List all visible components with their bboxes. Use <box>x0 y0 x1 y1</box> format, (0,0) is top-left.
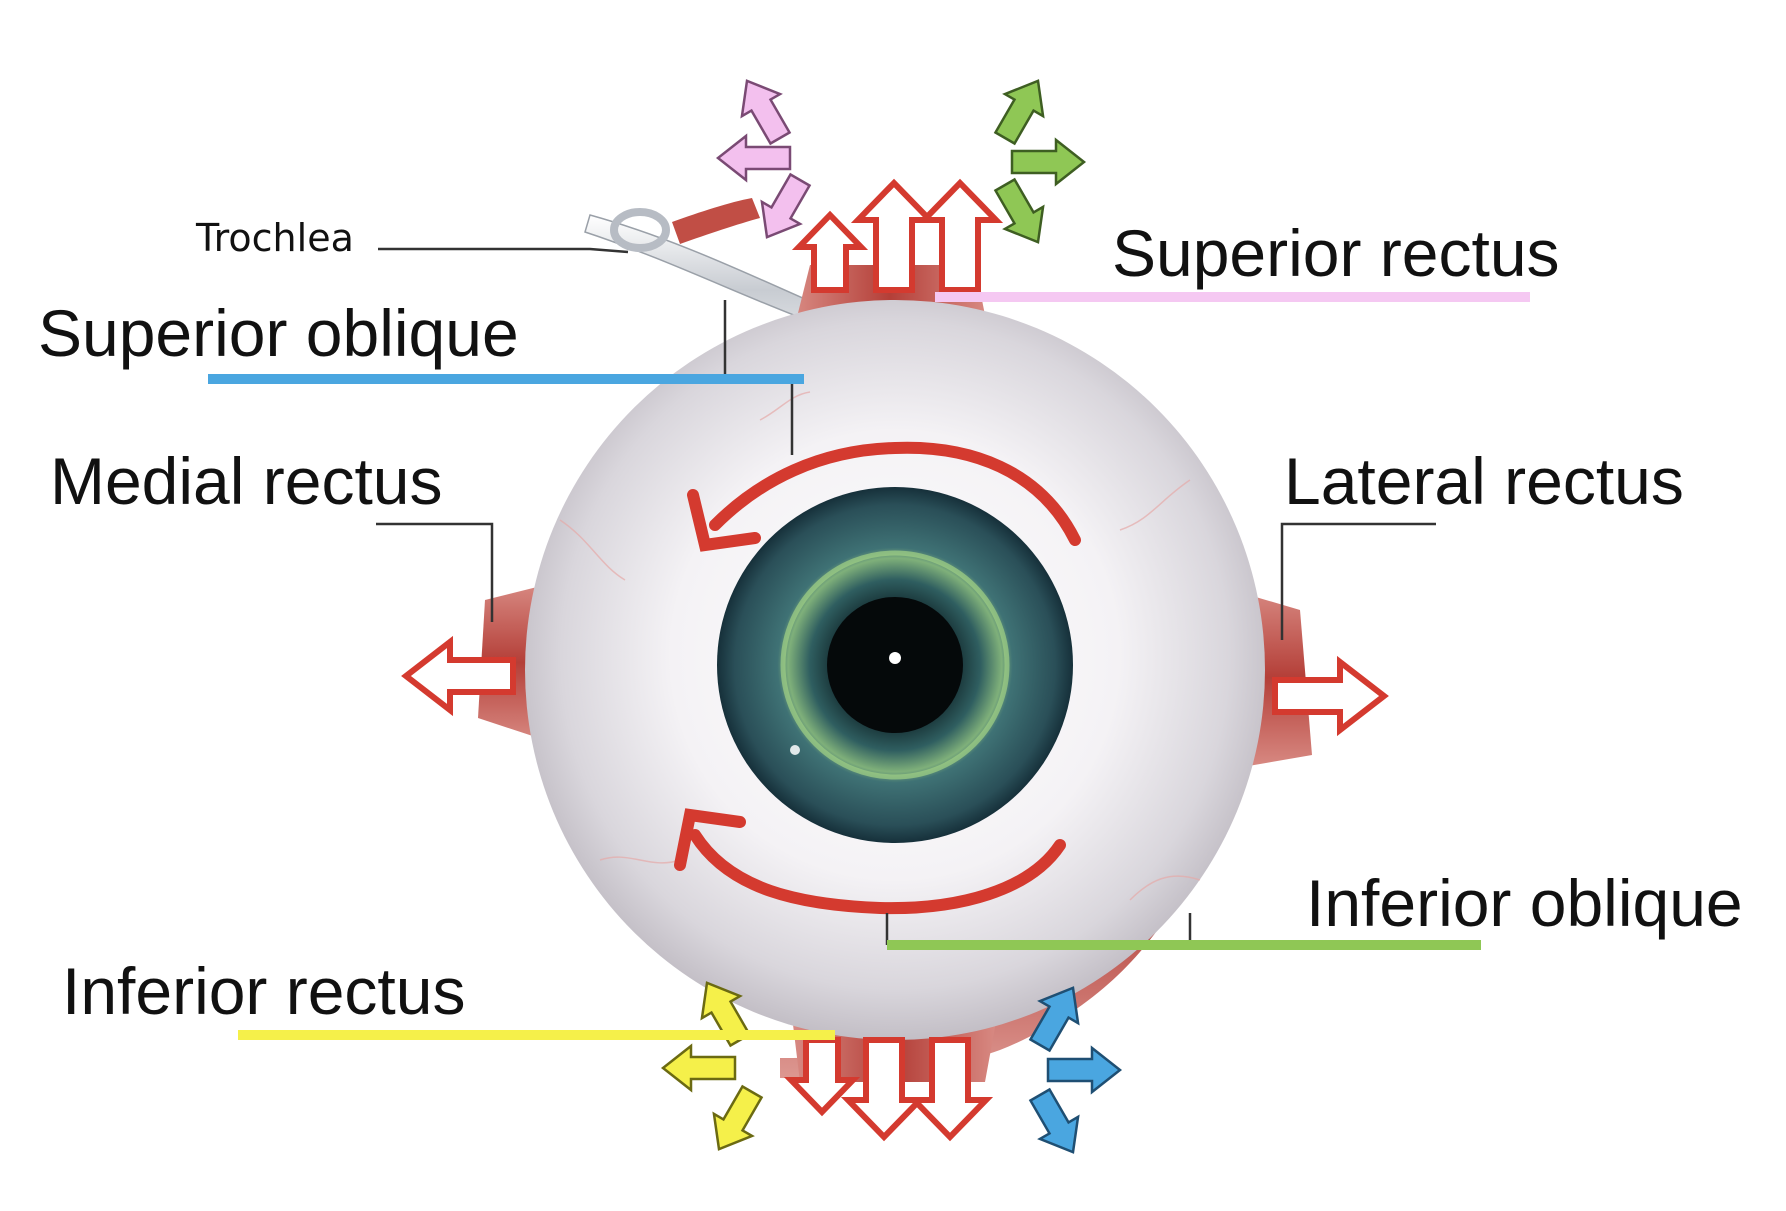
medial-rectus-leader <box>376 522 494 622</box>
superior-rectus-action-arrows <box>715 79 812 239</box>
inferior-oblique-action-arrows <box>993 79 1087 244</box>
lower-rotation-arc <box>689 829 1066 915</box>
pupil-highlight <box>889 652 901 664</box>
superior-oblique-bar <box>208 374 804 384</box>
lower-arc-arrowhead <box>674 808 746 871</box>
down-arrow-1 <box>783 1037 861 1117</box>
rotation-arrows <box>689 441 1081 915</box>
yellow-arrow-up <box>700 981 752 1048</box>
upper-rotation-arc <box>709 441 1081 546</box>
pink-arrow-down <box>760 172 812 239</box>
inferior-rectus-bar <box>238 1030 835 1040</box>
blue-arrow-down <box>1028 1087 1080 1154</box>
yellow-arrow-down <box>712 1084 764 1151</box>
yellow-arrow-left <box>660 1043 737 1093</box>
up-arrow-2 <box>850 178 938 293</box>
down-arrow-3 <box>906 1037 994 1142</box>
superior-oblique-belly <box>672 198 760 244</box>
rotation-arrowheads <box>674 489 761 871</box>
pink-arrow-left <box>715 133 792 183</box>
inferior-rectus-label: Inferior rectus <box>62 954 466 1028</box>
blue-arrow-up <box>1028 986 1080 1053</box>
superior-rectus-bar <box>935 292 1530 302</box>
leader-lines <box>376 247 1436 945</box>
iris-ring <box>780 550 1010 780</box>
superior-oblique-label: Superior oblique <box>38 296 519 370</box>
upper-arc-arrowhead <box>687 489 761 552</box>
lateral-rectus-label: Lateral rectus <box>1284 444 1684 518</box>
pink-arrow-up <box>740 79 792 146</box>
lateral-rectus-leader <box>1280 522 1436 640</box>
trochlea-leader <box>378 247 629 254</box>
pupil <box>827 597 963 733</box>
green-arrow-up <box>993 79 1045 146</box>
sclera-veins <box>559 391 1201 901</box>
up-arrow-3 <box>916 178 1004 293</box>
inferior-rectus-action-arrows <box>660 981 764 1151</box>
inferior-oblique-bar <box>887 940 1481 950</box>
trochlea <box>610 208 670 252</box>
superior-oblique-action-arrows <box>1028 986 1123 1154</box>
green-arrow-down <box>993 177 1045 244</box>
superior-rectus-pull-arrows <box>791 178 1004 293</box>
trochlea-label: Trochlea <box>196 216 354 260</box>
lateral-rectus-pull-arrow <box>1272 655 1389 737</box>
up-arrow-1 <box>791 210 869 293</box>
inferior-rectus-pull-arrows <box>783 1037 994 1142</box>
iris-highlight <box>790 745 800 755</box>
green-arrow-right <box>1010 137 1087 187</box>
blue-arrow-right <box>1046 1045 1123 1095</box>
inferior-oblique-label: Inferior oblique <box>1306 866 1743 940</box>
down-arrow-2 <box>840 1037 928 1142</box>
medial-rectus-pull-arrow <box>401 635 516 717</box>
superior-rectus-label: Superior rectus <box>1112 216 1560 290</box>
medial-rectus-label: Medial rectus <box>50 444 443 518</box>
